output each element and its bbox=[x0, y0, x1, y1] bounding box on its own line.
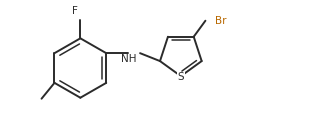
Text: F: F bbox=[73, 6, 78, 16]
Text: NH: NH bbox=[121, 54, 137, 64]
Text: Br: Br bbox=[215, 16, 227, 26]
Text: S: S bbox=[178, 72, 184, 82]
